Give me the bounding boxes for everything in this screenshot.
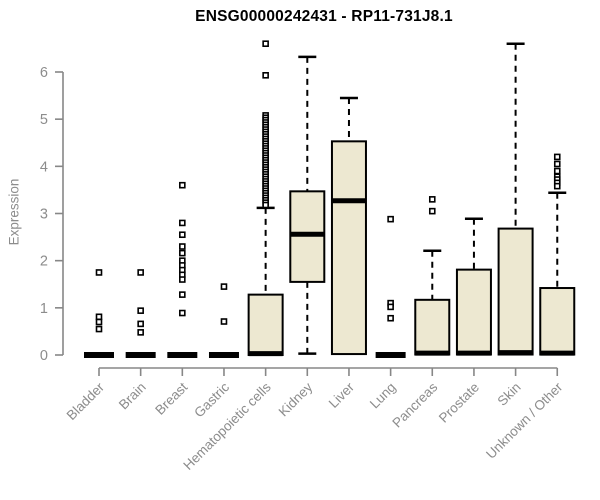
x-tick-label: Breast [152,379,190,417]
box-group-skin [497,42,534,356]
y-tick-label: 4 [40,159,48,175]
box [497,227,534,356]
collapsed-box [125,352,156,358]
outlier-point [262,72,269,79]
box [330,140,367,356]
outlier-point [553,182,561,190]
box-group-hematopoietic-cells [247,40,284,357]
y-tick-label: 3 [40,206,48,222]
outlier-point [179,249,186,257]
outlier-point [179,243,186,250]
x-tick-label: Gastric [191,379,232,420]
box [539,287,576,356]
outlier-point [137,320,144,328]
box-group-prostate [455,217,492,356]
collapsed-box [208,352,239,358]
outlier-point [428,196,436,203]
outlier-point [428,207,436,215]
x-tick-label: Lung [367,380,399,412]
box-group-unknown-other [539,153,576,356]
box-group-kidney [289,55,326,355]
y-tick-label: 2 [40,254,48,270]
box [455,268,492,356]
y-axis: 0 1 2 3 4 5 6 [40,65,64,364]
box-group-brain [125,269,156,358]
collapsed-box [84,352,114,358]
outlier-point [387,303,394,311]
y-tick-label: 6 [40,65,48,81]
outlier-point [179,181,186,189]
y-tick-label: 1 [40,301,48,317]
outlier-point [137,329,144,336]
outlier-point [179,219,186,227]
outlier-point [553,167,561,175]
outlier-point [95,318,103,326]
outlier-point [179,276,186,283]
y-tick-label: 0 [40,348,48,364]
y-tick-label: 5 [40,112,48,128]
outlier-point [387,215,394,223]
outlier-point [95,325,103,333]
outlier-point [387,314,394,322]
outlier-point [220,283,228,290]
outlier-point [553,160,561,168]
box-group-lung [375,215,406,358]
x-tick-label: Kidney [276,379,316,419]
collapsed-box [375,352,406,358]
outlier-point [95,269,103,276]
outlier-point [262,201,269,209]
outlier-point [179,291,186,298]
outlier-point [553,153,561,161]
outlier-point [137,307,144,314]
box [247,293,284,356]
outlier-point [262,40,269,47]
outlier-point [95,313,103,321]
x-tick-label: Pancreas [389,379,440,430]
outlier-point [137,269,144,276]
box-group-breast [167,181,198,358]
box-group-liver [330,96,367,356]
box [414,298,451,356]
box-group-bladder [84,269,114,358]
x-tick-label: Skin [495,380,524,409]
outlier-point [179,231,186,239]
outlier-point [220,318,228,325]
x-tick-label: Prostate [436,380,482,426]
collapsed-box [167,352,198,358]
x-tick-label: Brain [116,380,149,413]
x-tick-label: Unknown / Other [483,379,566,462]
box-group-gastric [208,283,239,358]
x-tick-label: Bladder [64,379,108,423]
x-tick-label: Liver [326,379,358,411]
outlier-point [179,309,186,317]
chart-title: ENSG00000242431 - RP11-731J8.1 [195,8,453,25]
box-group-pancreas [414,196,451,356]
